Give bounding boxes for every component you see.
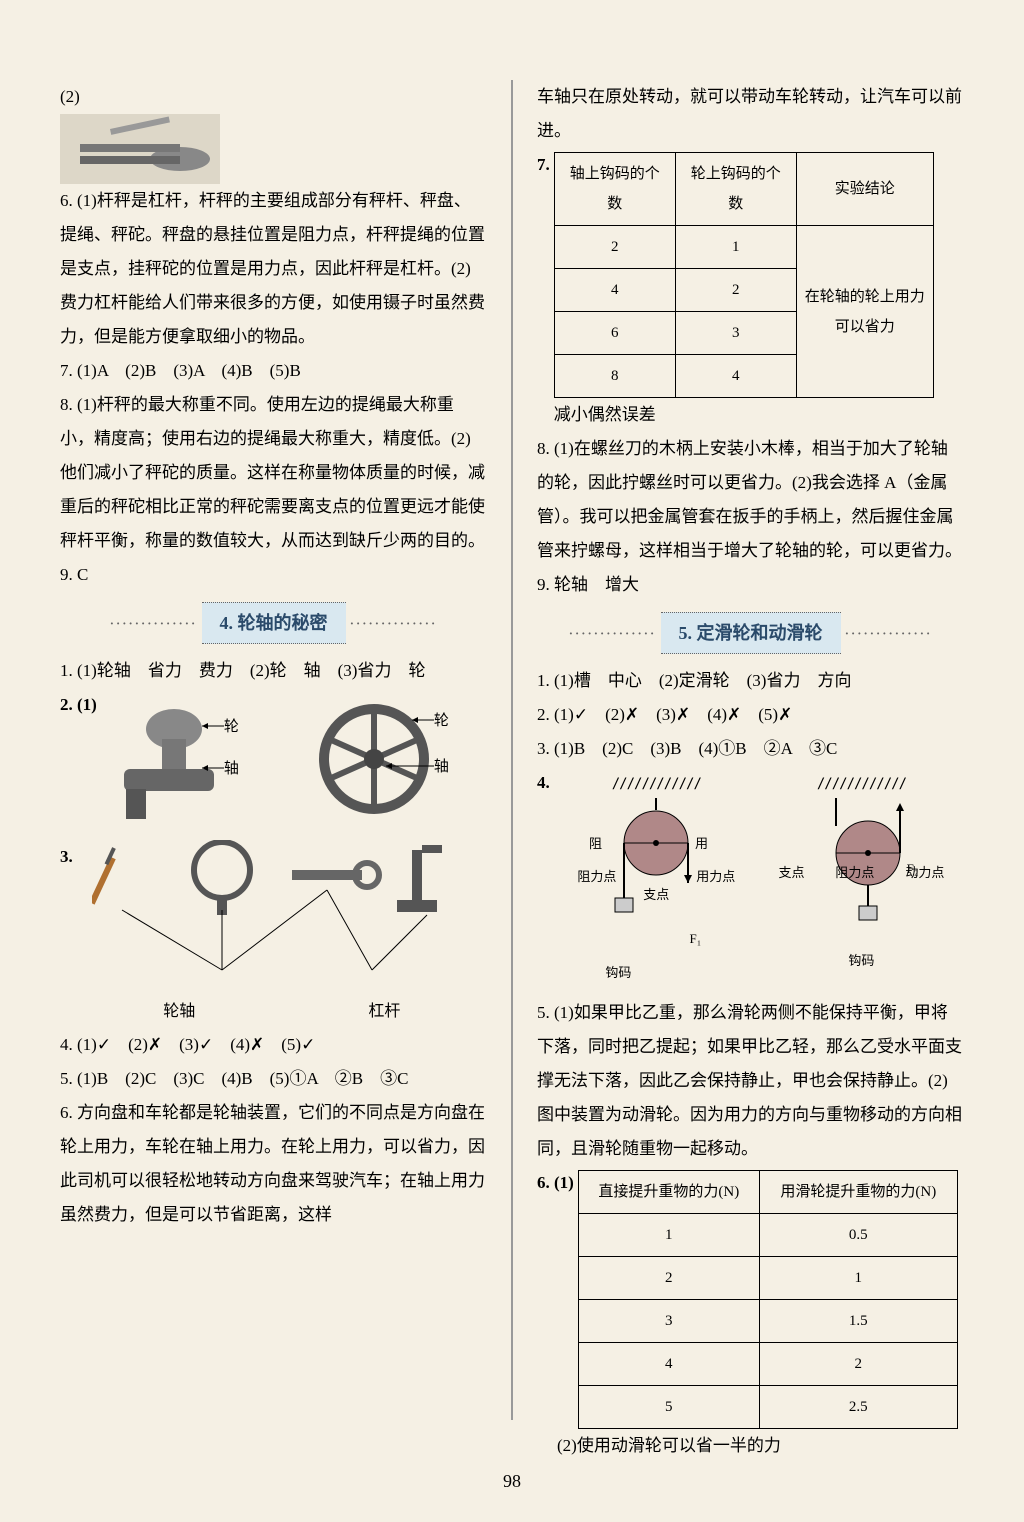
wheel-label-wheel: 轮	[434, 706, 449, 736]
s5-q5-text: 5. (1)如果甲比乙重，那么滑轮两侧不能保持平衡，甲将下落，同时把乙提起；如果…	[537, 996, 964, 1166]
s5-q1-text: 1. (1)槽 中心 (2)定滑轮 (3)省力 方向	[537, 664, 964, 698]
pulley-r-eff: 动力点	[905, 860, 944, 886]
t7-note: 减小偶然误差	[554, 398, 964, 432]
left-column: (2) 6. (1)杆秤是杠杆，杆秤的主要组成部分有秤杆、秤盘、提绳、秤砣。秤盘…	[60, 80, 487, 1420]
ceiling-hatch-icon: ////////////	[571, 770, 741, 798]
faucet-label-axle: 轴	[224, 754, 239, 784]
t6-r1c1: 1	[578, 1214, 759, 1257]
t6-r4c2: 2	[759, 1343, 957, 1386]
s4-q1-text: 1. (1)轮轴 省力 费力 (2)轮 轴 (3)省力 轮	[60, 654, 487, 688]
t7-r1c2: 1	[675, 226, 796, 269]
two-column-layout: (2) 6. (1)杆秤是杠杆，杆秤的主要组成部分有秤杆、秤盘、提绳、秤砣。秤盘…	[60, 80, 964, 1420]
svg-text:用: 用	[695, 836, 708, 851]
ceiling-hatch-icon-2: ////////////	[776, 770, 946, 798]
q2-number: (2)	[60, 80, 487, 114]
s4-q3: 3.	[60, 840, 487, 1028]
s5-q6-part2: (2)使用动滑轮可以省一半的力	[537, 1429, 964, 1463]
pulley-l-eff: 用力点	[696, 864, 735, 890]
t7-conclusion: 在轮轴的轮上用力可以省力	[796, 226, 933, 398]
fixed-pulley: //////////// 阻 用	[571, 770, 741, 986]
section-4-title: ∙∙∙∙∙∙∙∙∙∙∙∙∙∙ 4. 轮轴的秘密 ∙∙∙∙∙∙∙∙∙∙∙∙∙∙	[60, 602, 487, 644]
s4-q2-number: 2. (1)	[60, 688, 101, 722]
t7-r3c2: 3	[675, 312, 796, 355]
q7-table-row: 7. 轴上钩码的个数 轮上钩码的个数 实验结论 2 1 在轮轴的轮上用力可以省力	[537, 148, 964, 432]
tools-classification-diagram: 轮轴 杠杆	[77, 840, 487, 1028]
s5-q4: 4. //////////// 阻	[537, 766, 964, 996]
dots-right-icon: ∙∙∙∙∙∙∙∙∙∙∙∙∙∙	[350, 614, 438, 633]
dots-left-icon: ∙∙∙∙∙∙∙∙∙∙∙∙∙∙	[110, 614, 198, 633]
t6-r2c2: 1	[759, 1257, 957, 1300]
s5-q2-text: 2. (1)✓ (2)✗ (3)✗ (4)✗ (5)✗	[537, 698, 964, 732]
t6-r3c1: 3	[578, 1300, 759, 1343]
t7-header-3: 实验结论	[796, 153, 933, 226]
s5-q4-number: 4.	[537, 766, 554, 800]
t7-r4c1: 8	[554, 355, 675, 398]
t7-r2c1: 4	[554, 269, 675, 312]
q6-text: 6. (1)杆秤是杠杆，杆秤的主要组成部分有秤杆、秤盘、提绳、秤砣。秤盘的悬挂位…	[60, 184, 487, 354]
pulley-l-force: F₁	[571, 926, 741, 952]
pulley-diagram: //////////// 阻 用	[554, 770, 964, 986]
t6-r2c1: 2	[578, 1257, 759, 1300]
s4-q3-label-right: 杠杆	[368, 996, 400, 1028]
q7-text: 7. (1)A (2)B (3)A (4)B (5)B	[60, 354, 487, 388]
t7-r3c1: 6	[554, 312, 675, 355]
s4-q6-continuation: 车轴只在原处转动，就可以带动车轮转动，让汽车可以前进。	[537, 80, 964, 148]
q6-table: 直接提升重物的力(N) 用滑轮提升重物的力(N) 10.5 21 31.5 42…	[578, 1170, 958, 1429]
q9-text: 9. C	[60, 558, 487, 592]
t7-r2c2: 2	[675, 269, 796, 312]
s5-q6: 6. (1) 直接提升重物的力(N) 用滑轮提升重物的力(N) 10.5 21 …	[537, 1166, 964, 1429]
t6-r1c2: 0.5	[759, 1214, 957, 1257]
pulley-r-res: 阻力点	[835, 860, 874, 886]
t6-r4c1: 4	[578, 1343, 759, 1386]
s4-q3-number: 3.	[60, 840, 77, 874]
pulley-l-weight: 钩码	[571, 960, 741, 986]
pulley-l-res: 阻力点	[577, 864, 616, 890]
t6-r3c2: 1.5	[759, 1300, 957, 1343]
s5-q3-text: 3. (1)B (2)C (3)B (4)①B ②A ③C	[537, 732, 964, 766]
column-divider	[511, 80, 513, 1420]
t7-r4c2: 4	[675, 355, 796, 398]
section-5-title-text: 5. 定滑轮和动滑轮	[661, 612, 841, 654]
wheel-label-axle: 轴	[434, 752, 449, 782]
t6-r5c1: 5	[578, 1386, 759, 1429]
s4-q5-text: 5. (1)B (2)C (3)C (4)B (5)①A ②B ③C	[60, 1062, 487, 1096]
t7-r1c1: 2	[554, 226, 675, 269]
q7-number: 7.	[537, 148, 554, 182]
r-q9-text: 9. 轮轴 增大	[537, 568, 964, 602]
t7-header-2: 轮上钩码的个数	[675, 153, 796, 226]
section-4-title-text: 4. 轮轴的秘密	[202, 602, 346, 644]
dots-right-icon-2: ∙∙∙∙∙∙∙∙∙∙∙∙∙∙	[845, 624, 933, 643]
t6-header-2: 用滑轮提升重物的力(N)	[759, 1171, 957, 1214]
s4-q4-text: 4. (1)✓ (2)✗ (3)✓ (4)✗ (5)✓	[60, 1028, 487, 1062]
faucet-label-wheel: 轮	[224, 712, 239, 742]
t6-r5c2: 2.5	[759, 1386, 957, 1429]
q7-table: 轴上钩码的个数 轮上钩码的个数 实验结论 2 1 在轮轴的轮上用力可以省力 42…	[554, 152, 934, 398]
pulley-r-fulcrum: 支点	[778, 860, 804, 886]
pulley-r-weight: 钩码	[776, 948, 946, 974]
dots-left-icon-2: ∙∙∙∙∙∙∙∙∙∙∙∙∙∙	[569, 624, 657, 643]
r-q8-text: 8. (1)在螺丝刀的木柄上安装小木棒，相当于加大了轮轴的轮，因此拧螺丝时可以更…	[537, 432, 964, 568]
s4-q2: 2. (1) 轮 轴	[60, 688, 487, 840]
q8-text: 8. (1)杆秤的最大称重不同。使用左边的提绳最大称重小，精度高；使用右边的提绳…	[60, 388, 487, 558]
s4-q3-label-left: 轮轴	[163, 996, 195, 1028]
page: (2) 6. (1)杆秤是杠杆，杆秤的主要组成部分有秤杆、秤盘、提绳、秤砣。秤盘…	[0, 0, 1024, 1522]
t7-header-1: 轴上钩码的个数	[554, 153, 675, 226]
right-column: 车轴只在原处转动，就可以带动车轮转动，让汽车可以前进。 7. 轴上钩码的个数 轮…	[537, 80, 964, 1420]
faucet-wheel-diagram: 轮 轴 轮 轴	[101, 694, 487, 834]
s4-q6-text: 6. 方向盘和车轮都是轮轴装置，它们的不同点是方向盘在轮上用力，车轮在轴上用力。…	[60, 1096, 487, 1232]
t6-header-1: 直接提升重物的力(N)	[578, 1171, 759, 1214]
section-5-title: ∙∙∙∙∙∙∙∙∙∙∙∙∙∙ 5. 定滑轮和动滑轮 ∙∙∙∙∙∙∙∙∙∙∙∙∙∙	[537, 612, 964, 654]
s5-q6-number: 6. (1)	[537, 1166, 578, 1200]
movable-pulley: //////////// 支点	[776, 770, 946, 986]
nail-clipper-image	[60, 114, 220, 184]
page-number: 98	[0, 1471, 1024, 1492]
svg-text:阻: 阻	[589, 836, 602, 851]
